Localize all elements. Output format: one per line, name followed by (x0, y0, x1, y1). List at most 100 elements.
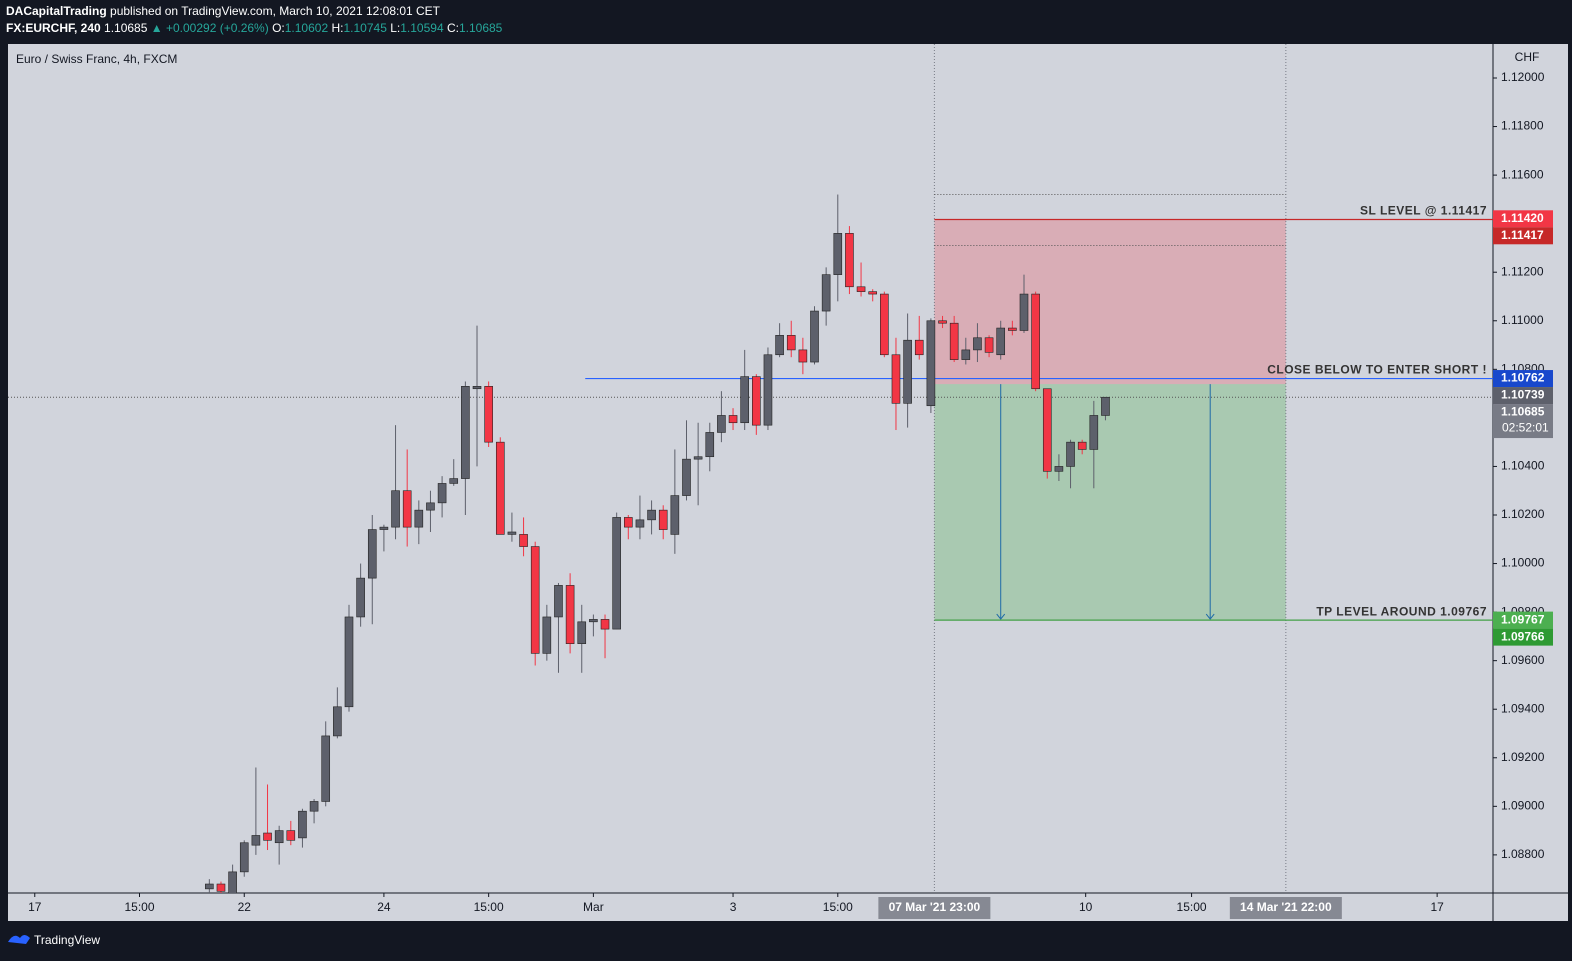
candle-body (216, 883, 226, 892)
level-label: CLOSE BELOW TO ENTER SHORT ! (1267, 363, 1487, 377)
candle-body (647, 509, 656, 521)
candle-body (402, 490, 412, 528)
target-zone (934, 384, 1286, 621)
candle-body (798, 349, 808, 363)
candle-body (507, 531, 517, 535)
candle-body (554, 585, 563, 618)
candle-body (298, 810, 307, 839)
price-badge-label: 1.09767 (1501, 612, 1545, 626)
chart-title: Euro / Swiss Franc, 4h, FXCM (16, 52, 177, 66)
candle-body (437, 483, 447, 504)
candle-body (670, 495, 680, 535)
x-tick-label: 17 (28, 900, 42, 914)
candle-body (449, 478, 459, 484)
y-tick-label: 1.11600 (1501, 167, 1544, 181)
y-tick-label: 1.10000 (1501, 556, 1545, 570)
arrow-head (1205, 613, 1215, 620)
symbol: FX:EURCHF, 240 (6, 21, 101, 35)
candle-body (786, 335, 796, 351)
price-badge (1493, 628, 1553, 646)
candle-body (880, 293, 889, 356)
y-tick-label: 1.09200 (1501, 750, 1545, 764)
candle-body (891, 354, 901, 404)
candle-body (577, 621, 587, 644)
candle-body (1042, 388, 1052, 472)
candle-body (600, 619, 610, 630)
y-unit: CHF (1515, 50, 1540, 64)
candle-body (868, 291, 877, 295)
x-tick-label: 10 (1079, 900, 1093, 914)
price-badge (1493, 370, 1553, 388)
publish-line: DACapitalTrading published on TradingVie… (6, 4, 441, 18)
c-value: 1.10685 (459, 21, 503, 35)
price-badge-label: 1.10739 (1501, 388, 1545, 402)
candle-body (309, 801, 319, 812)
candle-body (344, 616, 354, 708)
y-tick-label: 1.11000 (1501, 313, 1544, 327)
y-tick-label: 1.11200 (1501, 264, 1544, 278)
chart-panel (8, 44, 1568, 921)
candle-body (205, 883, 214, 890)
y-tick-label: 1.12000 (1501, 70, 1545, 84)
stop-zone (934, 219, 1286, 385)
candle-body (810, 310, 819, 363)
candle-body (367, 529, 377, 579)
level-label: TP LEVEL AROUND 1.09767 (1316, 604, 1487, 618)
candle-body (856, 286, 866, 292)
x-marker-box (1229, 897, 1342, 919)
price-badge (1493, 227, 1553, 245)
y-tick-label: 1.08800 (1501, 847, 1545, 861)
x-marker-box (878, 897, 991, 919)
candle-body (635, 519, 645, 528)
candle-body (728, 415, 738, 424)
level-label: SL LEVEL @ 1.11417 (1360, 204, 1487, 218)
candle-body (286, 830, 296, 841)
candle-body (740, 376, 749, 424)
candle-body (612, 517, 621, 630)
o-label: O: (272, 21, 285, 35)
candle-body (682, 458, 691, 496)
candle-body (996, 327, 1006, 356)
candle-body (251, 835, 261, 846)
candle-body (589, 619, 598, 623)
published: published on TradingView.com, March 10, … (110, 4, 441, 18)
x-tick-label: 17 (1430, 900, 1444, 914)
brand: TradingView (34, 933, 100, 947)
author: DACapitalTrading (6, 4, 107, 18)
candle-body (228, 871, 237, 893)
x-tick-label: 24 (377, 900, 391, 914)
candle-body (530, 546, 540, 654)
quote-line: FX:EURCHF, 240 1.10685 ▲ +0.00292 (+0.26… (6, 21, 503, 35)
candle-body (1101, 396, 1110, 416)
candle-body (263, 832, 272, 841)
y-tick-label: 1.09000 (1501, 798, 1545, 812)
candle-body (519, 534, 528, 547)
candle-body (542, 616, 552, 654)
c-label: C: (447, 21, 459, 35)
logo (8, 935, 30, 944)
candle-body (1031, 293, 1040, 390)
y-tick-label: 1.11800 (1501, 119, 1544, 133)
candle-body (658, 509, 668, 530)
arrow-head (996, 613, 1006, 620)
candle-body (973, 337, 982, 351)
candle-body (775, 335, 784, 356)
price-badge (1493, 387, 1553, 405)
price-badge-label: 1.11417 (1501, 228, 1544, 242)
candle-body (391, 490, 400, 528)
candle-body (239, 842, 249, 873)
candle-body (833, 233, 843, 275)
candle-body (356, 577, 365, 618)
candle-body (845, 233, 854, 288)
y-tick-label: 1.10400 (1501, 459, 1545, 473)
l-label: L: (390, 21, 400, 35)
candle-body (914, 339, 924, 356)
candle-body (949, 322, 959, 360)
candle-body (1019, 293, 1029, 331)
candle-body (379, 526, 389, 530)
plot (8, 44, 1493, 893)
candle-body (484, 386, 493, 443)
price-badge-label: 1.11420 (1501, 211, 1544, 225)
price-badge (1493, 404, 1553, 439)
